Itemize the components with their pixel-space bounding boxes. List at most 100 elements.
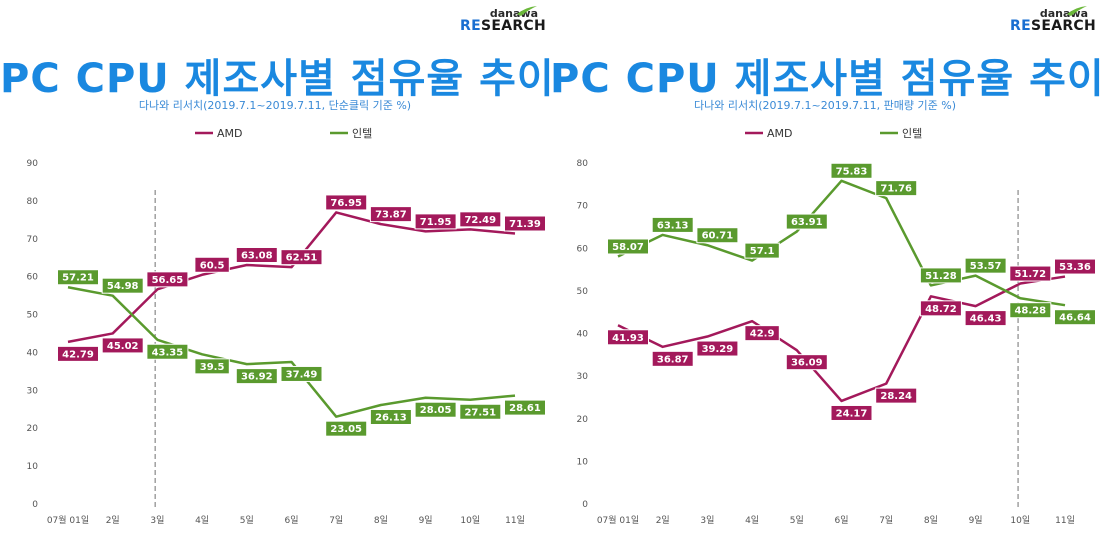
legend-label: AMD	[217, 127, 243, 140]
data-label: 46.64	[1059, 313, 1091, 324]
y-tick-label: 20	[27, 424, 39, 434]
data-label-box	[919, 267, 962, 284]
x-tick-label: 8일	[924, 515, 938, 526]
data-label-box	[1054, 309, 1096, 326]
x-tick-label: 9일	[419, 515, 433, 526]
series-line-amd	[67, 211, 516, 344]
data-label: 54.98	[107, 281, 139, 292]
x-tick-label: 4일	[745, 515, 759, 526]
x-tick-label: 07월 01일	[597, 514, 639, 526]
data-label: 39.5	[200, 362, 225, 373]
logo-top-text: danawa	[1039, 7, 1088, 20]
y-tick-label: 0	[582, 500, 588, 510]
x-tick-label: 11일	[505, 515, 525, 526]
data-label: 56.65	[152, 275, 184, 286]
chart-title: PC CPU 제조사별 점유율 추이	[550, 56, 1100, 102]
data-label: 48.28	[1014, 306, 1046, 317]
data-label: 71.76	[880, 184, 912, 195]
data-label-box	[280, 365, 323, 382]
data-label-box	[414, 401, 457, 418]
data-label-box	[459, 211, 502, 228]
x-tick-label: 7일	[879, 515, 893, 526]
data-label: 60.5	[200, 260, 225, 271]
y-tick-label: 80	[577, 159, 589, 169]
x-tick-label: 4일	[195, 515, 209, 526]
data-label: 39.29	[702, 344, 734, 355]
chart-title: PC CPU 제조사별 점유율 추이	[0, 56, 555, 102]
data-label-box	[1054, 258, 1096, 275]
data-label-box	[57, 345, 99, 362]
data-label-box	[504, 399, 546, 416]
chart-panel-left: danawa RESEARCH PC CPU 제조사별 점유율 추이 다나와 리…	[0, 6, 555, 526]
y-tick-label: 60	[577, 244, 589, 254]
data-label-box	[964, 310, 1007, 327]
data-label: 36.87	[657, 354, 689, 365]
data-label: 72.49	[464, 215, 496, 226]
data-label: 45.02	[107, 341, 139, 352]
y-tick-label: 30	[577, 372, 589, 382]
data-label-box	[875, 180, 918, 197]
y-tick-label: 70	[27, 235, 39, 245]
data-label: 53.57	[970, 261, 1002, 272]
y-tick-label: 80	[27, 197, 39, 207]
logo-search-text: SEARCH	[1030, 18, 1097, 34]
data-label-box	[235, 368, 278, 385]
data-label-box	[1009, 265, 1052, 282]
data-label-box	[696, 340, 739, 357]
data-label-box	[964, 257, 1007, 274]
data-label: 76.95	[330, 198, 362, 209]
x-tick-label: 2일	[656, 515, 670, 526]
data-label-box	[194, 358, 230, 375]
data-label: 60.71	[702, 231, 734, 242]
data-label-box	[785, 354, 828, 371]
x-tick-label: 10일	[460, 515, 480, 526]
data-label: 26.13	[375, 412, 407, 423]
series-line-intel	[617, 179, 1066, 307]
data-label-box	[830, 404, 873, 421]
data-label: 36.92	[241, 372, 273, 383]
data-label: 75.83	[836, 166, 868, 177]
data-label-box	[101, 337, 144, 354]
data-label: 71.95	[420, 217, 452, 228]
data-label: 36.09	[791, 358, 823, 369]
x-tick-label: 6일	[834, 515, 848, 526]
logo-re-text: RE	[1010, 18, 1031, 34]
x-tick-label: 9일	[969, 515, 983, 526]
line-chart-clicks: 0 10 20 30 40 50 60 70 80 90 07월 01일 2일 3일 4일 5일 6일 7일 8일…	[27, 127, 546, 526]
y-tick-label: 0	[32, 500, 38, 510]
legend-label: 인텔	[352, 127, 372, 140]
x-tick-label: 5일	[790, 515, 804, 526]
data-label: 46.43	[970, 314, 1002, 325]
data-label-box	[459, 403, 502, 420]
x-tick-label: 7일	[329, 515, 343, 526]
data-label: 51.72	[1014, 269, 1046, 280]
data-label-box	[235, 246, 278, 263]
y-tick-label: 20	[577, 415, 589, 425]
logo-swoosh-icon	[1067, 6, 1087, 16]
data-label-box	[919, 300, 962, 317]
data-label: 51.28	[925, 271, 957, 282]
data-label: 28.61	[509, 403, 541, 414]
data-label: 24.17	[836, 408, 868, 419]
data-label-box	[101, 277, 144, 294]
data-label-box	[607, 238, 649, 255]
x-tick-label: 6일	[284, 515, 298, 526]
data-label: 63.08	[241, 250, 273, 261]
logo-bottom-text: RESEARCH	[460, 19, 546, 33]
x-tick-label: 2일	[106, 515, 120, 526]
x-tick-label: 8일	[374, 515, 388, 526]
data-label-box	[325, 194, 368, 211]
logo-swoosh-icon	[517, 6, 537, 16]
data-label-box	[830, 162, 873, 179]
y-tick-label: 30	[27, 386, 39, 396]
data-label: 57.1	[750, 246, 775, 257]
x-tick-label: 3일	[150, 515, 164, 526]
logo-bottom-text: RESEARCH	[1010, 18, 1096, 34]
legend-label: 인텔	[902, 127, 922, 140]
data-label: 27.51	[464, 407, 496, 418]
data-label: 42.79	[62, 349, 94, 360]
chart-subtitle: 다나와 리서치(2019.7.1~2019.7.11, 단순클릭 기준 %)	[138, 99, 412, 112]
logo-top-text: danawa	[489, 7, 538, 20]
data-label: 63.91	[791, 217, 823, 228]
data-label: 71.39	[509, 219, 541, 230]
